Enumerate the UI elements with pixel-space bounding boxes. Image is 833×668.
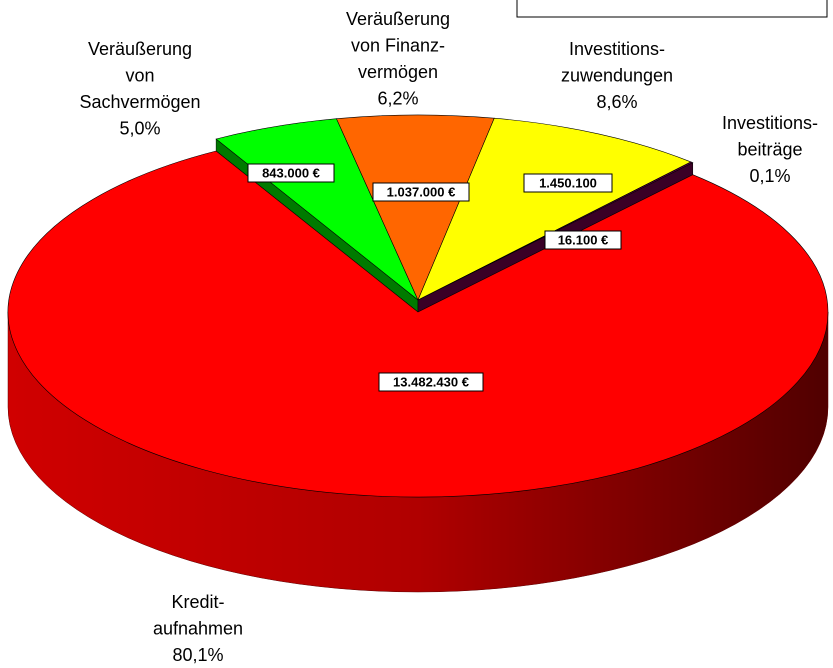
category-label: Veräußerung xyxy=(88,39,192,59)
value-label-box xyxy=(378,372,484,392)
category-label: beiträge xyxy=(737,139,802,159)
legend-box xyxy=(516,0,828,18)
value-label-box xyxy=(372,182,470,202)
category-label: Veräußerung xyxy=(346,9,450,29)
value-label: 16.100 € xyxy=(558,232,609,247)
slice xyxy=(336,114,495,301)
percent-label: 5,0% xyxy=(119,118,160,138)
category-label: aufnahmen xyxy=(153,618,243,638)
value-label: 13.482.430 € xyxy=(393,374,469,389)
category-label: von xyxy=(125,65,154,85)
slice xyxy=(417,117,692,301)
category-label: Investitions- xyxy=(722,113,818,133)
category-label: Investitions- xyxy=(569,39,665,59)
percent-label: 80,1% xyxy=(172,645,223,665)
category-label: von Finanz- xyxy=(351,35,445,55)
percent-label: 0,1% xyxy=(749,166,790,186)
slice xyxy=(7,150,829,498)
value-label: 1.450.100 xyxy=(539,175,597,190)
category-label: vermögen xyxy=(358,62,438,82)
category-label: Sachvermögen xyxy=(79,92,200,112)
value-label: 1.037.000 € xyxy=(387,184,456,199)
percent-label: 6,2% xyxy=(377,88,418,108)
category-label: zuwendungen xyxy=(561,65,673,85)
category-label: Kredit- xyxy=(171,592,224,612)
value-label-box xyxy=(247,163,335,183)
value-label: 843.000 € xyxy=(262,165,320,180)
percent-label: 8,6% xyxy=(596,92,637,112)
value-label-box xyxy=(544,230,622,250)
value-label-box xyxy=(523,173,613,193)
